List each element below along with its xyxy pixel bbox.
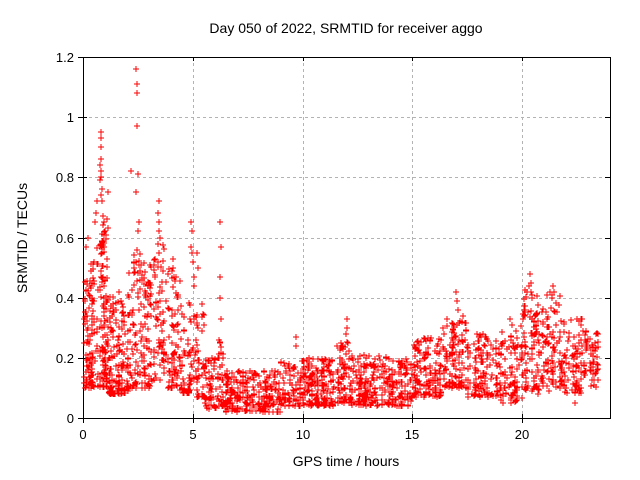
- y-tick-label: 0.2: [56, 351, 74, 366]
- tick-labels: 0 5 10 15 20 0 0.2 0.4 0.6 0.8 1 1.2: [56, 50, 529, 442]
- y-tick-label: 0.6: [56, 231, 74, 246]
- x-tick-label: 5: [189, 427, 196, 442]
- chart-title: Day 050 of 2022, SRMTID for receiver agg…: [209, 20, 483, 36]
- y-tick-label: 0.4: [56, 291, 74, 306]
- x-tick-label: 15: [405, 427, 419, 442]
- y-tick-label: 0: [67, 411, 74, 426]
- y-tick-label: 1: [67, 110, 74, 125]
- x-tick-label: 20: [515, 427, 529, 442]
- data-points: [81, 66, 601, 415]
- x-tick-label: 0: [79, 427, 86, 442]
- x-tick-label: 10: [296, 427, 310, 442]
- y-tick-label: 1.2: [56, 50, 74, 65]
- y-axis-label: SRMTID / TECUs: [14, 182, 30, 294]
- x-axis-label: GPS time / hours: [292, 453, 400, 469]
- y-tick-label: 0.8: [56, 170, 74, 185]
